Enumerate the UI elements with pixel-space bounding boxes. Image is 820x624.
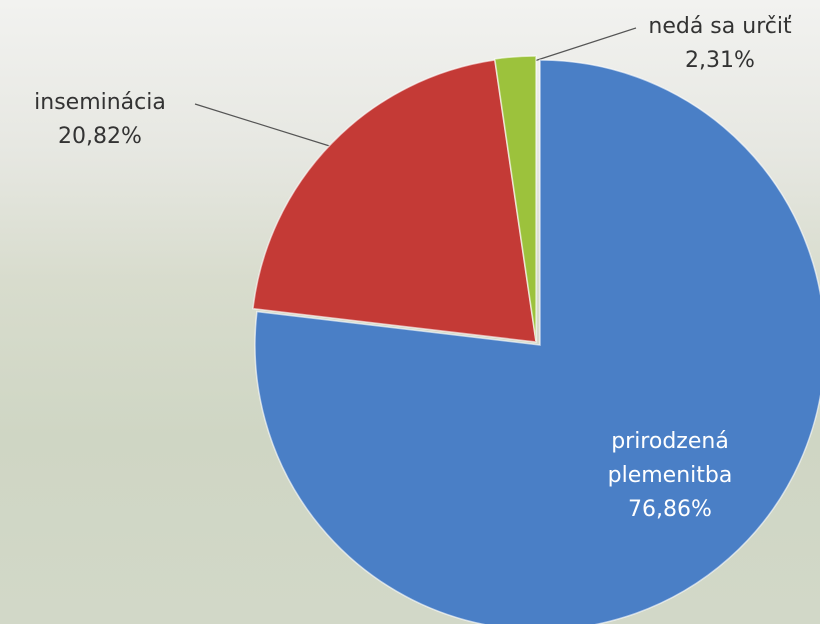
pie-slice [252,59,537,343]
value-label: 2,31% [685,48,755,73]
value-label: 20,82% [58,124,142,149]
slice-label: prirodzená plemenitba 76,86% [560,425,780,527]
slice-label: inseminácia 20,82% [5,86,195,154]
slice-label: nedá sa určiť 2,31% [620,10,820,78]
category-label: prirodzená plemenitba [607,429,733,488]
leader-line [194,103,337,149]
leader-line [524,27,637,65]
pie-slice [254,59,820,624]
value-label: 76,86% [628,497,712,522]
category-label: nedá sa určiť [648,14,792,39]
category-label: inseminácia [34,90,166,115]
pie-slice [493,55,537,342]
